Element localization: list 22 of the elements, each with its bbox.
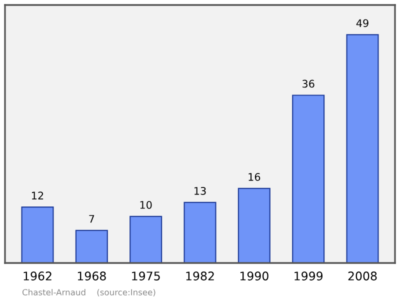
x-tick-label: 1962 [24,272,52,280]
data-label: 10 [140,200,152,209]
data-label: 36 [302,80,314,88]
x-tick-label: 1990 [240,272,268,280]
bar [21,206,54,263]
bar [292,94,325,263]
data-label: 13 [194,186,206,195]
data-label: 7 [89,215,94,223]
bar [130,216,162,263]
x-tick-label: 1999 [294,272,323,280]
data-label: 16 [248,172,260,181]
bar [238,188,270,263]
bar [346,34,379,263]
x-tick-label: 1975 [132,272,160,280]
data-label: 12 [32,192,44,200]
bar [184,202,216,263]
bar [75,230,108,263]
x-tick-label: 1968 [78,272,106,280]
x-tick-label: 1982 [186,272,214,280]
text: Chastel-Arnaud (source:Insee) [22,288,156,296]
x-tick-label: 2008 [348,272,377,280]
data-label: 49 [356,19,368,28]
